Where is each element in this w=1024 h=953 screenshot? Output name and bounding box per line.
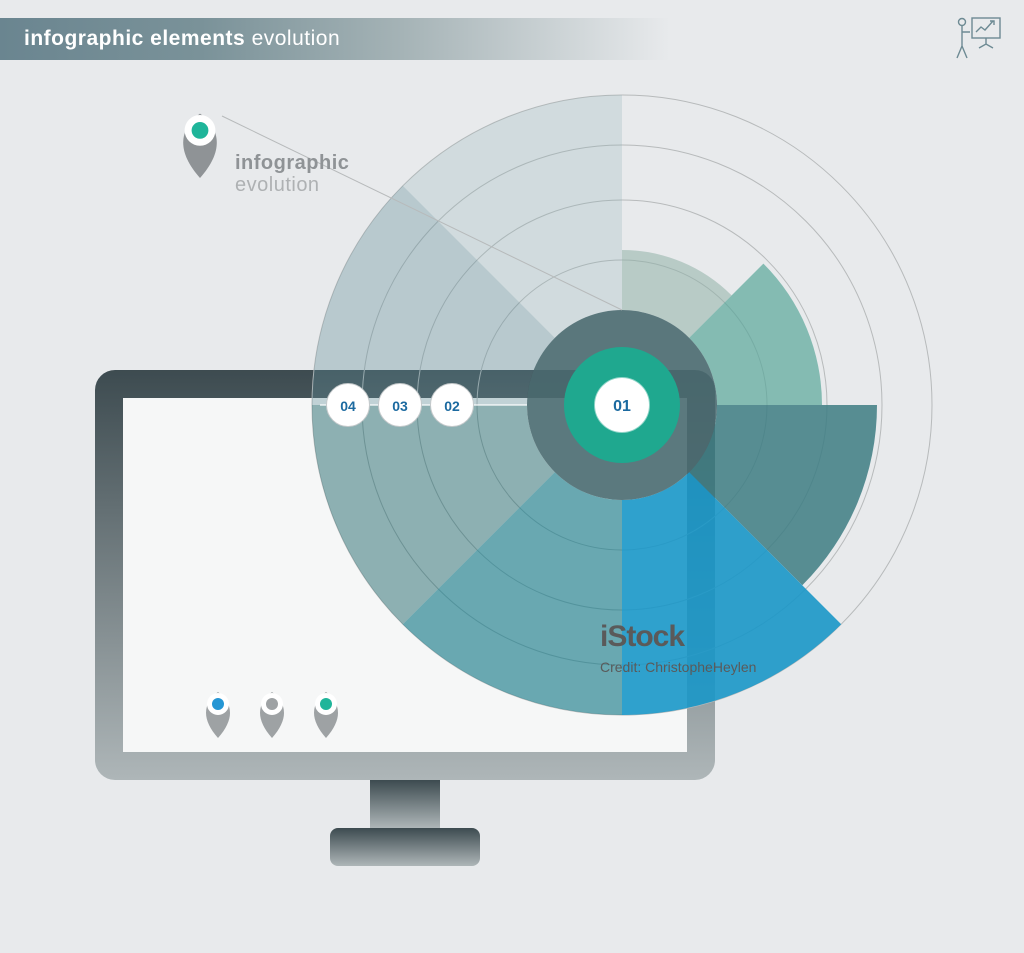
chart-badge-03: 03 — [378, 383, 422, 427]
watermark: iStock Credit: ChristopheHeylen — [600, 620, 910, 676]
header-bar: infographic elements evolution — [0, 18, 670, 60]
chart-badge-04: 04 — [326, 383, 370, 427]
infographic-canvas — [0, 0, 1024, 953]
presenter-icon — [950, 14, 1004, 68]
chart-badge-02: 02 — [430, 383, 474, 427]
header-title-light: evolution — [252, 27, 341, 50]
watermark-credit-value: ChristopheHeylen — [645, 659, 756, 675]
chart-center-badge: 01 — [595, 378, 649, 432]
watermark-credit-label: Credit: — [600, 659, 641, 675]
header-title-bold: infographic elements — [24, 27, 245, 50]
callout-line2: evolution — [235, 174, 349, 196]
callout-line1: infographic — [235, 152, 349, 174]
watermark-logo: iStock — [600, 620, 910, 654]
callout-label: infographic evolution — [235, 152, 349, 196]
